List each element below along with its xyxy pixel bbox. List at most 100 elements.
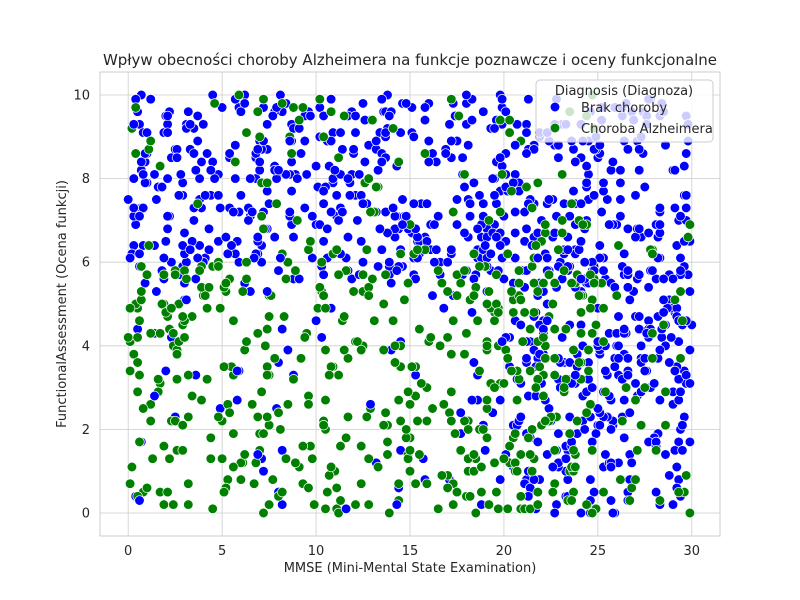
point-choroba-alzheimera <box>404 466 416 477</box>
point-brak-choroby <box>684 344 696 356</box>
point-choroba-alzheimera <box>502 353 513 364</box>
point-choroba-alzheimera <box>404 399 416 410</box>
point-brak-choroby <box>331 190 342 201</box>
point-choroba-alzheimera <box>183 478 194 489</box>
point-choroba-alzheimera <box>412 415 423 427</box>
point-choroba-alzheimera <box>158 499 170 510</box>
point-brak-choroby <box>681 190 692 201</box>
point-choroba-alzheimera <box>647 353 658 364</box>
point-brak-choroby <box>429 219 440 230</box>
point-brak-choroby <box>607 507 619 519</box>
point-choroba-alzheimera <box>481 432 493 443</box>
point-choroba-alzheimera <box>510 428 521 439</box>
point-choroba-alzheimera <box>532 177 543 188</box>
point-brak-choroby <box>495 474 506 485</box>
point-brak-choroby <box>429 257 440 268</box>
point-brak-choroby <box>466 114 478 126</box>
point-choroba-alzheimera <box>318 290 329 301</box>
point-choroba-alzheimera <box>143 240 154 251</box>
point-brak-choroby <box>397 194 408 205</box>
point-choroba-alzheimera <box>425 332 436 343</box>
point-choroba-alzheimera <box>248 478 260 489</box>
point-brak-choroby <box>508 177 519 188</box>
point-brak-choroby <box>181 257 192 268</box>
point-choroba-alzheimera <box>263 499 275 510</box>
point-choroba-alzheimera <box>207 503 218 514</box>
point-brak-choroby <box>626 457 637 468</box>
point-choroba-alzheimera <box>288 374 299 385</box>
point-brak-choroby <box>666 332 677 343</box>
point-brak-choroby <box>177 177 188 188</box>
point-brak-choroby <box>307 252 318 264</box>
point-choroba-alzheimera <box>290 265 301 276</box>
point-choroba-alzheimera <box>320 503 331 514</box>
point-brak-choroby <box>444 119 455 130</box>
point-choroba-alzheimera <box>158 440 170 452</box>
point-choroba-alzheimera <box>303 482 314 494</box>
point-brak-choroby <box>295 148 307 159</box>
point-brak-choroby <box>510 140 521 151</box>
point-choroba-alzheimera <box>136 261 147 272</box>
point-choroba-alzheimera <box>624 495 635 506</box>
point-brak-choroby <box>677 445 688 456</box>
point-brak-choroby <box>464 198 476 209</box>
point-choroba-alzheimera <box>611 290 622 301</box>
point-brak-choroby <box>128 240 139 251</box>
point-choroba-alzheimera <box>262 177 273 188</box>
point-brak-choroby <box>183 106 194 117</box>
point-brak-choroby <box>128 202 139 214</box>
point-choroba-alzheimera <box>557 227 568 239</box>
point-choroba-alzheimera <box>626 482 637 494</box>
legend-label-choroba-alzheimera: Choroba Alzheimera <box>581 122 713 137</box>
point-brak-choroby <box>301 169 312 180</box>
point-choroba-alzheimera <box>570 461 581 473</box>
point-choroba-alzheimera <box>483 215 495 226</box>
point-choroba-alzheimera <box>402 386 414 397</box>
point-brak-choroby <box>654 219 666 230</box>
point-brak-choroby <box>275 252 286 264</box>
point-choroba-alzheimera <box>566 277 577 289</box>
point-choroba-alzheimera <box>448 206 459 218</box>
point-brak-choroby <box>532 436 543 448</box>
point-choroba-alzheimera <box>130 102 141 113</box>
point-choroba-alzheimera <box>387 315 399 326</box>
point-choroba-alzheimera <box>216 453 228 464</box>
point-choroba-alzheimera <box>218 361 230 372</box>
point-choroba-alzheimera <box>123 332 134 343</box>
point-choroba-alzheimera <box>564 428 575 439</box>
point-brak-choroby <box>605 461 617 473</box>
point-choroba-alzheimera <box>378 420 389 431</box>
point-brak-choroby <box>461 89 472 101</box>
point-choroba-alzheimera <box>647 248 658 259</box>
point-brak-choroby <box>401 98 412 109</box>
point-brak-choroby <box>190 165 201 176</box>
point-brak-choroby <box>134 248 145 259</box>
point-choroba-alzheimera <box>153 374 164 385</box>
point-brak-choroby <box>354 169 365 180</box>
point-brak-choroby <box>391 265 402 276</box>
point-brak-choroby <box>562 474 573 485</box>
point-choroba-alzheimera <box>558 382 570 393</box>
point-brak-choroby <box>491 231 502 243</box>
point-brak-choroby <box>307 211 318 222</box>
point-brak-choroby <box>213 190 224 201</box>
point-brak-choroby <box>500 106 511 117</box>
point-choroba-alzheimera <box>538 332 549 343</box>
point-brak-choroby <box>230 140 241 151</box>
point-brak-choroby <box>419 102 431 113</box>
point-choroba-alzheimera <box>314 282 325 293</box>
point-choroba-alzheimera <box>472 315 483 326</box>
point-brak-choroby <box>664 357 675 368</box>
point-choroba-alzheimera <box>145 415 156 427</box>
point-brak-choroby <box>408 198 419 209</box>
point-brak-choroby <box>624 294 635 305</box>
point-brak-choroby <box>440 148 451 159</box>
point-brak-choroby <box>318 198 329 209</box>
point-brak-choroby <box>607 156 619 168</box>
point-choroba-alzheimera <box>340 432 352 443</box>
point-brak-choroby <box>273 265 284 276</box>
point-choroba-alzheimera <box>303 244 314 255</box>
point-brak-choroby <box>438 303 449 314</box>
point-choroba-alzheimera <box>324 369 335 381</box>
point-brak-choroby <box>207 89 218 101</box>
